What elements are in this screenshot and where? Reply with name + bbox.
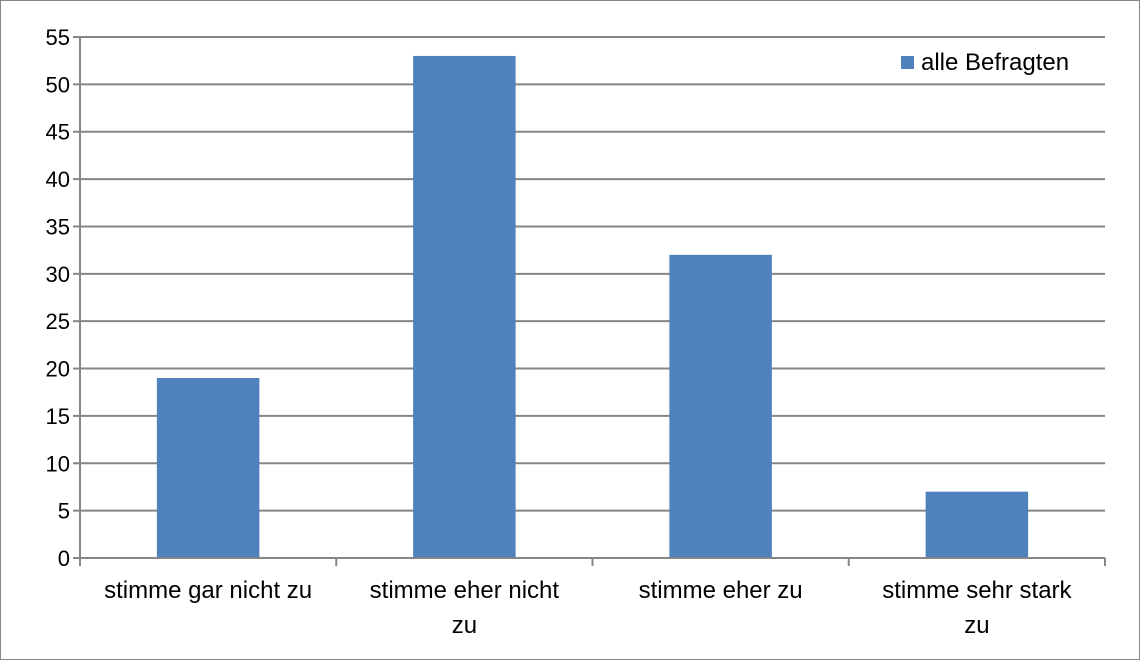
y-tick-label: 15	[46, 404, 70, 429]
y-tick-label: 25	[46, 309, 70, 334]
x-tick-label: zu	[964, 612, 989, 639]
y-tick-label: 55	[46, 25, 70, 50]
x-tick-label: zu	[452, 612, 477, 639]
legend-label: alle Befragten	[921, 49, 1069, 76]
y-tick-label: 30	[46, 262, 70, 287]
axes	[73, 36, 1106, 566]
y-tick-label: 10	[46, 451, 70, 476]
x-tick-label: stimme gar nicht zu	[104, 577, 312, 604]
y-tick-label: 45	[46, 120, 70, 145]
y-tick-label: 50	[46, 72, 70, 97]
legend: alle Befragten	[901, 49, 1069, 76]
x-tick-labels: stimme gar nicht zu stimme eher nicht zu st…	[104, 577, 1072, 639]
y-tick-label: 0	[58, 546, 70, 571]
x-tick-label: stimme eher zu	[639, 577, 803, 604]
bar	[925, 491, 1029, 558]
y-tick-labels: 0 5 10 15 20 25 30 35 40 45 50 55	[46, 25, 70, 571]
bar	[156, 378, 260, 558]
bars	[156, 55, 1029, 558]
y-tick-label: 5	[58, 499, 70, 524]
y-tick-label: 40	[46, 167, 70, 192]
bar	[669, 254, 772, 558]
x-tick-label: stimme eher nicht	[370, 577, 560, 604]
y-tick-label: 35	[46, 214, 70, 239]
x-tick-label: stimme sehr stark	[882, 577, 1072, 604]
y-tick-label: 20	[46, 357, 70, 382]
legend-swatch	[901, 56, 914, 69]
bar	[413, 55, 516, 558]
